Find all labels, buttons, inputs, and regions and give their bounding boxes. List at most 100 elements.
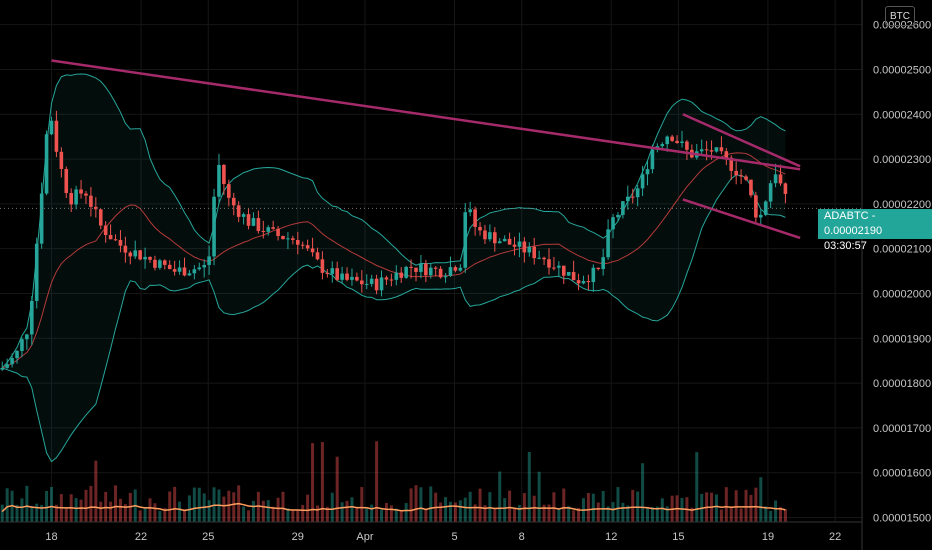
volume-bar [25,485,29,522]
candle-body [54,120,59,152]
volume-bar [330,492,334,522]
candle-body [291,238,295,241]
volume-bar [527,452,531,522]
volume-bar [296,510,300,522]
y-tick-label: 0.00002200 [873,199,931,211]
candle-body [665,136,670,145]
candle-body [783,183,788,194]
volume-bar [365,508,369,522]
volume-bar [577,507,581,522]
volume-bar [276,497,280,522]
x-tick-label: 29 [292,531,304,543]
volume-bar [227,490,231,522]
volume-bar [774,500,778,522]
candle-body [355,276,359,281]
bollinger-upper [1,73,786,369]
volume-bar [143,507,147,522]
candle-body [271,227,275,229]
x-tick-label: 15 [672,531,684,543]
volume-bar [40,504,44,522]
volume-bar [567,506,571,522]
volume-ma-line [1,502,786,513]
volume-bar [513,508,517,522]
x-tick-label: 22 [829,531,841,543]
candle-body [177,267,182,272]
volume-bar [503,498,507,522]
candle-body [453,267,458,271]
candle-body [98,209,103,226]
candle-body [300,244,305,246]
volume-bar [606,506,610,522]
candle-body [227,184,231,198]
volume-bar [754,487,758,522]
volume-bar [123,504,127,522]
candle-body [94,206,98,210]
volume-bar [719,509,723,522]
candle-body [236,205,241,217]
candle-body [547,259,551,268]
candle-body [187,273,192,276]
candle-body [557,265,561,268]
candle-body [483,230,487,240]
volume-bar [286,508,290,522]
volume-bar [311,443,315,522]
candle-body [650,149,655,170]
candle-body [34,243,39,301]
candle-body [645,169,650,175]
candle-body [497,241,502,244]
volume-bar [291,510,295,522]
price-label-price: 0.00002190 [824,225,883,237]
candle-body [724,151,729,158]
volume-bar [724,487,728,522]
volume-bar [744,489,748,522]
candle-body [458,267,463,271]
currency-badge[interactable]: BTC [885,6,915,26]
candle-body [768,183,773,202]
volume-bar [444,497,448,522]
volume-bar [517,505,521,522]
candle-body [89,195,93,207]
candle-body [428,267,433,276]
candle-body [571,271,576,281]
x-tick-label: 18 [45,531,57,543]
candle-body [660,144,665,147]
y-tick-label: 0.00002000 [873,288,931,300]
candle-body [350,276,354,280]
candle-body [281,235,285,240]
volume-bar [355,507,359,522]
volume-bar [360,487,364,522]
volume-bar [49,487,53,522]
volume-bar [5,488,9,522]
trendline-2 [682,113,801,168]
volume-bar [498,471,502,522]
volume-bar [192,487,196,522]
volume-bar [665,506,669,522]
candle-body [379,277,384,291]
candle-body [473,209,477,227]
price-label-separator: - [871,210,876,222]
x-tick-label: 5 [451,531,457,543]
candle-body [621,201,625,215]
volume-bar [394,508,398,522]
volume-bar [439,502,443,522]
volume-bar [660,498,664,522]
volume-bar [586,493,590,522]
candle-body [128,252,133,257]
candle-body [424,263,428,276]
volume-bar [153,503,157,522]
candle-body [739,175,743,177]
volume-bar [734,490,738,522]
volume-bar [424,509,428,522]
candle-body [758,214,763,218]
volume-bar [109,501,113,522]
volume-bar [714,494,718,522]
volume-bar [182,509,186,522]
volume-bar [729,507,733,522]
price-label: ADABTC - 0.00002190 03:30:57 [818,209,932,252]
volume-bar [572,510,576,522]
volume-bar [247,510,251,522]
y-tick-label: 0.00002300 [873,154,931,166]
candle-body [763,201,768,215]
